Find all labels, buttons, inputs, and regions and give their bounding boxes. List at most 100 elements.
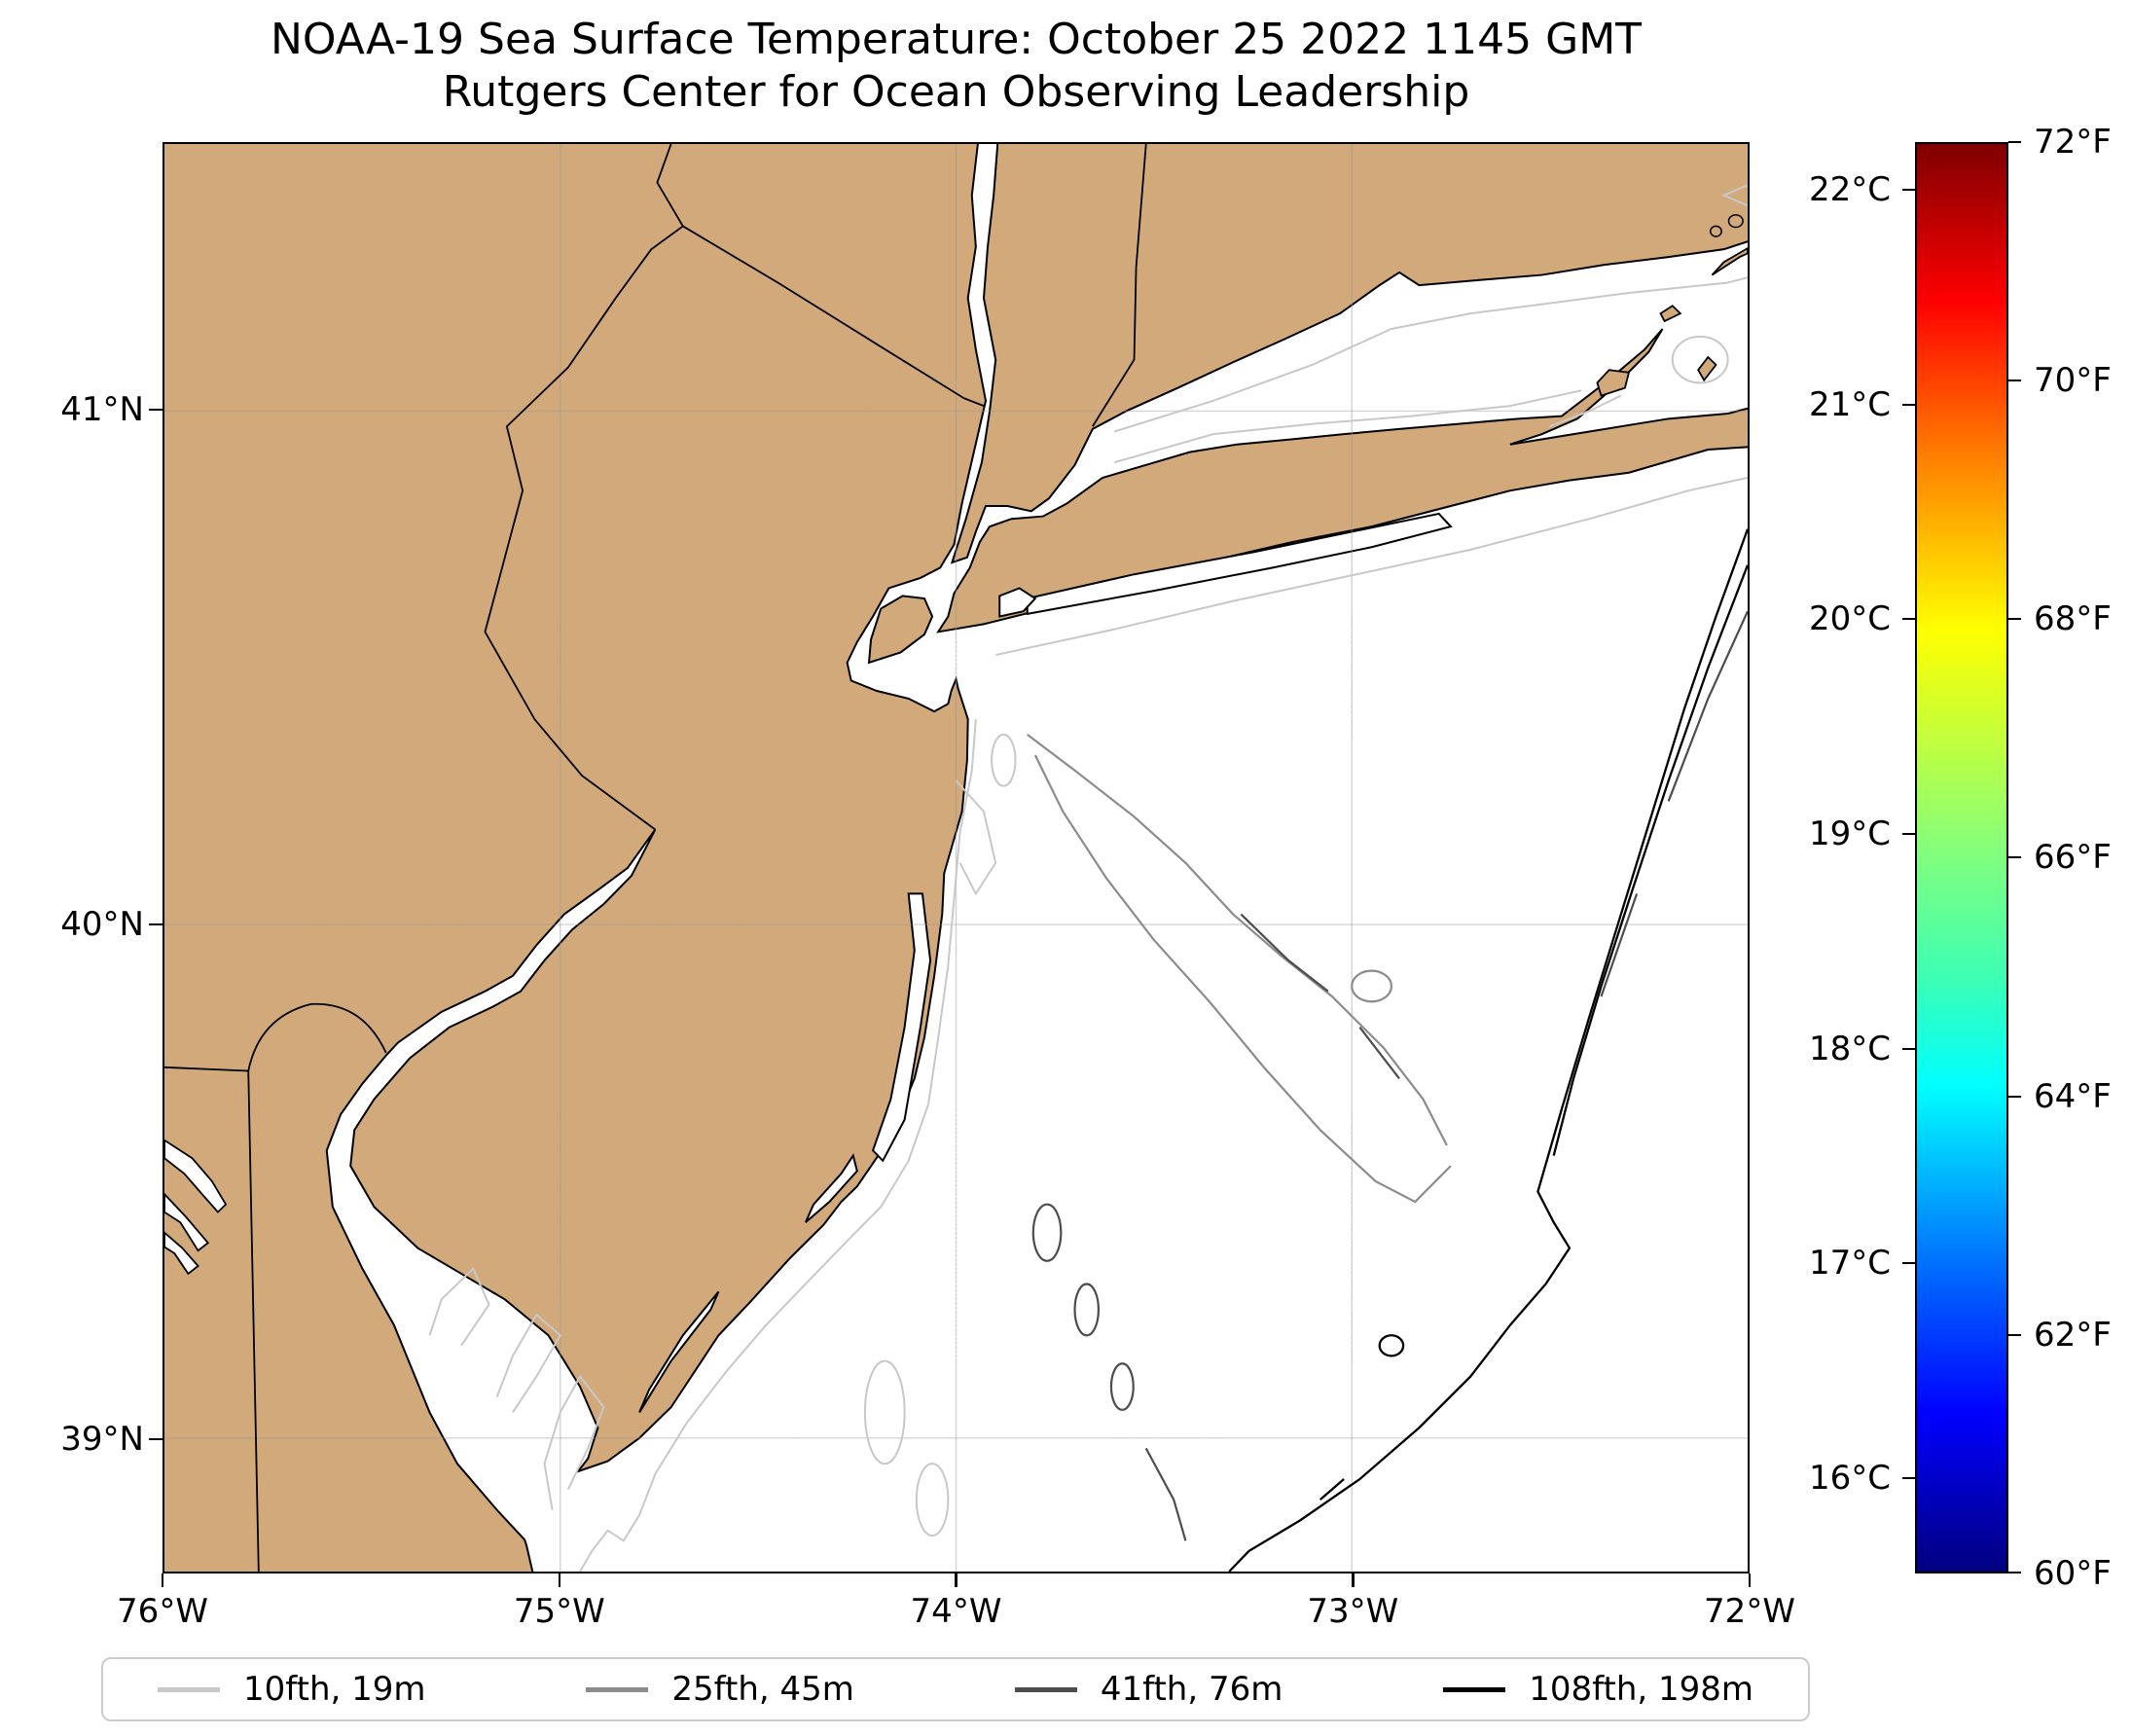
fishers-island xyxy=(1712,248,1748,274)
contour-10fth-shoal-3 xyxy=(992,735,1015,786)
legend-line-25fth xyxy=(586,1686,649,1692)
contour-25fth-valley-west xyxy=(1035,755,1451,1202)
c-tick-label-18: 18°C xyxy=(1808,1030,1891,1068)
contour-10fth-baymouth-1 xyxy=(544,1376,603,1509)
barnegat-bay xyxy=(873,893,930,1160)
contour-10fth-li-south xyxy=(995,478,1748,655)
jamaica-bay xyxy=(999,588,1035,616)
legend-item-10fth: 10fth, 19m xyxy=(158,1670,426,1709)
x-tick-label-76w: 76°W xyxy=(117,1592,208,1631)
small-island-1 xyxy=(1728,215,1743,228)
legend-label-41fth: 41fth, 76m xyxy=(1100,1670,1283,1709)
contour-41fth-seg-3 xyxy=(1146,1448,1186,1540)
shelter-island xyxy=(1597,370,1629,395)
x-tick-mark-76w xyxy=(161,1573,164,1587)
contour-108fth-loop-1 xyxy=(1380,1335,1403,1356)
bathymetry-legend: 10fth, 19m 25fth, 45m 41fth, 76m 108fth,… xyxy=(101,1657,1810,1721)
x-tick-label-75w: 75°W xyxy=(513,1592,605,1631)
legend-label-10fth: 10fth, 19m xyxy=(243,1670,426,1709)
c-tick-mark-19 xyxy=(1902,833,1915,835)
contour-10fth-sound-li xyxy=(1114,390,1581,462)
title-line-1: NOAA-19 Sea Surface Temperature: October… xyxy=(270,15,1643,64)
y-tick-label-41n: 41°N xyxy=(60,390,144,429)
y-tick-mark-41n xyxy=(149,408,163,412)
f-tick-mark-72 xyxy=(2008,141,2021,143)
contour-25fth-valley-east xyxy=(1028,735,1447,1145)
x-tick-label-74w: 74°W xyxy=(910,1592,1002,1631)
contour-108fth-parallel xyxy=(1554,565,1748,1156)
staten-island xyxy=(869,596,932,663)
border-layer xyxy=(164,144,1146,1572)
y-tick-label-40n: 40°N xyxy=(60,905,144,944)
contour-10fth-corner xyxy=(1724,185,1748,205)
legend-line-108fth xyxy=(1443,1686,1506,1692)
title-line-2: Rutgers Center for Ocean Observing Leade… xyxy=(442,66,1470,117)
f-tick-label-60: 60°F xyxy=(2034,1554,2112,1593)
contour-108fth xyxy=(1229,529,1748,1572)
legend-item-41fth: 41fth, 76m xyxy=(1014,1670,1283,1709)
small-island-2 xyxy=(1711,226,1721,236)
f-tick-label-66: 66°F xyxy=(2034,838,2112,877)
elk-river-branch-2 xyxy=(164,1194,208,1250)
x-tick-label-73w: 73°W xyxy=(1307,1592,1399,1631)
c-tick-mark-17 xyxy=(1902,1262,1915,1264)
contour-41fth-seg-2 xyxy=(1359,1028,1399,1079)
elk-river-branch-3 xyxy=(164,1233,199,1274)
ny-nj-border xyxy=(657,144,984,406)
contour-41fth-shelf-1 xyxy=(1669,611,1748,801)
f-tick-mark-70 xyxy=(2008,380,2021,381)
temperature-colorbar xyxy=(1915,142,2008,1573)
c-tick-label-21: 21°C xyxy=(1808,385,1891,424)
x-tick-label-72w: 72°W xyxy=(1704,1592,1795,1631)
contour-41fth xyxy=(1033,611,1748,1540)
legend-label-25fth: 25fth, 45m xyxy=(671,1670,854,1709)
f-tick-label-68: 68°F xyxy=(2034,599,2112,638)
c-tick-mark-22 xyxy=(1902,189,1915,191)
de-twelve-mile-arc xyxy=(248,1004,386,1071)
y-tick-mark-39n xyxy=(149,1437,163,1441)
x-tick-mark-74w xyxy=(955,1573,958,1587)
contour-25fth-loop xyxy=(1352,971,1391,1002)
figure-title: NOAA-19 Sea Surface Temperature: October… xyxy=(163,14,1750,118)
md-de-border xyxy=(248,1070,259,1572)
x-tick-mark-73w xyxy=(1352,1573,1355,1587)
md-pa-border xyxy=(164,1067,248,1071)
x-tick-mark-72w xyxy=(1748,1573,1752,1587)
contour-10fth-sound-ct xyxy=(1114,277,1748,431)
contour-10fth xyxy=(430,185,1748,1572)
f-tick-mark-62 xyxy=(2008,1334,2021,1336)
f-tick-label-72: 72°F xyxy=(2034,123,2112,162)
contour-10fth-shoal-1 xyxy=(865,1361,905,1465)
contour-10fth-shoal-2 xyxy=(917,1464,949,1536)
contour-10fth-gardiners xyxy=(1673,337,1728,382)
great-south-bay xyxy=(1028,514,1451,614)
contour-41fth-loop-3 xyxy=(1111,1363,1134,1409)
elk-river-branch-1 xyxy=(164,1140,226,1212)
contour-10fth-bay-inner xyxy=(430,1269,489,1346)
f-tick-mark-66 xyxy=(2008,856,2021,858)
c-tick-mark-21 xyxy=(1902,404,1915,406)
gridline-layer xyxy=(164,144,1748,1572)
c-tick-label-20: 20°C xyxy=(1808,599,1891,638)
legend-item-25fth: 25fth, 45m xyxy=(586,1670,854,1709)
water-detail-layer xyxy=(164,514,1451,1412)
contour-108fth-main xyxy=(1229,529,1748,1572)
c-tick-label-22: 22°C xyxy=(1808,170,1891,209)
f-tick-label-64: 64°F xyxy=(2034,1077,2112,1116)
f-tick-label-70: 70°F xyxy=(2034,361,2112,400)
contour-10fth-nj xyxy=(580,719,976,1572)
x-tick-mark-75w xyxy=(558,1573,560,1587)
c-tick-mark-16 xyxy=(1902,1477,1915,1479)
contour-10fth-peconic xyxy=(1550,396,1621,427)
gardiners-island xyxy=(1698,357,1716,380)
map-canvas xyxy=(164,144,1748,1572)
contour-41fth-shelf-2 xyxy=(1602,893,1638,996)
island-layer xyxy=(869,215,1748,663)
f-tick-mark-68 xyxy=(2008,618,2021,620)
coastline-east xyxy=(952,144,1748,562)
c-tick-label-19: 19°C xyxy=(1808,814,1891,853)
f-tick-mark-60 xyxy=(2008,1572,2021,1573)
map-plot-area xyxy=(163,142,1750,1573)
f-tick-label-62: 62°F xyxy=(2034,1316,2112,1355)
contour-41fth-loop-2 xyxy=(1075,1284,1099,1335)
